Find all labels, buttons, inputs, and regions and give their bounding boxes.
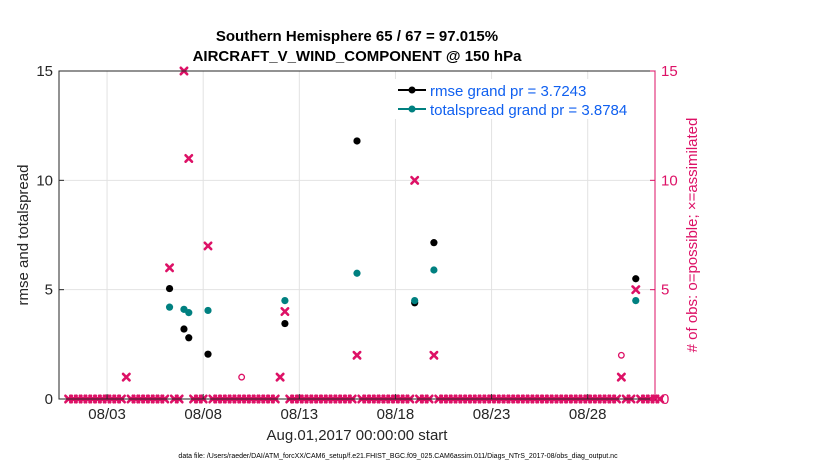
obs-assimilated-marker <box>655 394 665 404</box>
legend-spread-label: totalspread grand pr = 3.8784 <box>430 102 627 119</box>
legend-box <box>393 79 651 119</box>
obs-x-stroke <box>203 241 213 251</box>
rmse-point <box>430 239 438 247</box>
obs-assimilated-marker <box>275 372 285 382</box>
obs-assimilated-marker <box>165 263 175 273</box>
spread-point <box>632 297 640 305</box>
obs-x-stroke <box>184 153 194 163</box>
y-tick-label-left: 15 <box>36 63 53 80</box>
obs-possible-marker <box>617 351 625 359</box>
chart-title-line1: Southern Hemisphere 65 / 67 = 97.015% <box>216 28 498 45</box>
legend-spread-marker <box>408 105 416 113</box>
obs-possible-marker <box>238 373 246 381</box>
obs-assimilated-marker <box>184 153 194 163</box>
obs-assimilated-marker <box>410 175 420 185</box>
obs-x-stroke <box>280 307 290 317</box>
x-tick-label: 08/08 <box>184 406 222 423</box>
plot-area <box>59 71 655 399</box>
obs-assimilated-marker <box>121 372 131 382</box>
obs-x-stroke <box>275 372 285 382</box>
series-layer <box>165 137 640 358</box>
y-tick-label-left: 5 <box>45 282 53 299</box>
y-tick-label-right: 15 <box>661 63 678 80</box>
chart-title-line2: AIRCRAFT_V_WIND_COMPONENT @ 150 hPa <box>193 48 523 65</box>
y-tick-label-left: 10 <box>36 172 53 189</box>
spread-point <box>281 297 289 305</box>
x-tick-label: 08/28 <box>569 406 607 423</box>
data-file-footer: data file: /Users/raeder/DAI/ATM_forcXX/… <box>178 453 618 460</box>
y-tick-label-right: 0 <box>661 391 669 408</box>
grid <box>59 71 655 399</box>
obs-x-stroke <box>616 372 626 382</box>
rmse-point <box>185 334 193 342</box>
spread-point <box>411 297 419 305</box>
spread-point <box>353 269 361 277</box>
obs-x-stroke <box>631 285 641 295</box>
legend-rmse-marker <box>408 86 416 94</box>
obs-x-stroke <box>429 350 439 360</box>
obs-x-stroke <box>410 175 420 185</box>
x-axis-label: Aug.01,2017 00:00:00 start <box>267 427 449 444</box>
spread-point <box>430 266 438 274</box>
x-tick-label: 08/18 <box>377 406 415 423</box>
axes-layer: 08/03 08/08 08/13 08/18 08/23 08/28 0 0 5 5 10 10 15… <box>36 63 677 423</box>
spread-point <box>204 306 212 315</box>
legend: rmse grand pr = 3.7243 totalspread grand… <box>393 79 651 119</box>
x-tick-label: 08/03 <box>88 406 126 423</box>
y-tick-label-left: 0 <box>45 391 53 408</box>
spread-point <box>165 303 174 311</box>
y-tick-label-right: 5 <box>661 282 669 299</box>
x-tick-label: 08/13 <box>281 406 319 423</box>
rmse-point <box>353 137 361 145</box>
spread-point <box>185 309 193 317</box>
obs-assimilated-marker <box>203 241 213 251</box>
obs-assimilated-marker <box>631 285 641 295</box>
y-axis-label-left: rmse and totalspread <box>15 165 32 306</box>
rmse-point <box>281 319 289 328</box>
obs-x-stroke <box>655 394 665 404</box>
legend-rmse-label: rmse grand pr = 3.7243 <box>430 83 586 100</box>
obs-x-stroke <box>121 372 131 382</box>
rmse-point <box>165 284 174 293</box>
obs-assimilated-marker <box>280 307 290 317</box>
obs-x-stroke <box>165 263 175 273</box>
obs-assimilated-marker <box>429 350 439 360</box>
x-tick-label: 08/23 <box>473 406 511 423</box>
y-tick-label-right: 10 <box>661 172 678 189</box>
obs-assimilated-marker <box>616 372 626 382</box>
rmse-point <box>204 350 212 358</box>
rmse-point <box>180 325 188 333</box>
rmse-point <box>632 275 640 283</box>
y-axis-label-right: # of obs: o=possible; ×=assimilated <box>684 118 701 353</box>
obs-x-stroke <box>352 350 362 360</box>
obs-assimilated-marker <box>352 350 362 360</box>
